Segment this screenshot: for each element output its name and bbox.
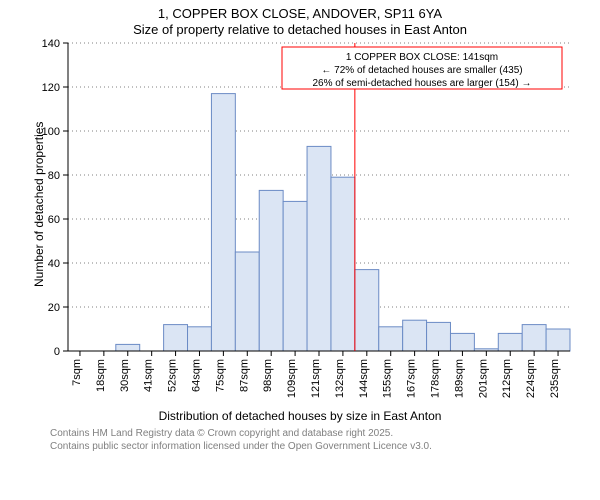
histogram-bar [522, 325, 546, 351]
histogram-chart: 0204060801001201407sqm18sqm30sqm41sqm52s… [20, 37, 580, 407]
histogram-bar [450, 334, 474, 352]
histogram-bar [331, 177, 355, 351]
x-axis-label: Distribution of detached houses by size … [0, 409, 600, 423]
footer-line-2: Contains public sector information licen… [50, 440, 590, 453]
histogram-bar [379, 327, 403, 351]
annotation-text: ← 72% of detached houses are smaller (43… [321, 65, 522, 76]
annotation-text: 26% of semi-detached houses are larger (… [312, 78, 531, 89]
histogram-bar [546, 329, 570, 351]
x-tick-label: 178sqm [430, 359, 442, 398]
x-tick-label: 167sqm [406, 359, 418, 398]
y-tick-label: 80 [48, 170, 60, 182]
histogram-bar [211, 94, 235, 351]
x-tick-label: 155sqm [382, 359, 394, 398]
histogram-bar [427, 323, 451, 352]
y-tick-label: 60 [48, 214, 60, 226]
x-tick-label: 132sqm [334, 359, 346, 398]
x-tick-label: 41sqm [143, 359, 155, 392]
x-tick-label: 121sqm [310, 359, 322, 398]
y-tick-label: 140 [42, 38, 60, 50]
x-tick-label: 64sqm [190, 359, 202, 392]
histogram-bar [307, 147, 331, 352]
histogram-bar [498, 334, 522, 352]
x-tick-label: 189sqm [453, 359, 465, 398]
x-tick-label: 30sqm [119, 359, 131, 392]
histogram-bar [355, 270, 379, 351]
x-tick-label: 7sqm [71, 359, 83, 386]
chart-area: Number of detached properties 0 20 40 60 80 1… [20, 37, 580, 407]
x-tick-label: 201sqm [477, 359, 489, 398]
footer-attribution: Contains HM Land Registry data © Crown c… [0, 423, 600, 453]
footer-line-1: Contains HM Land Registry data © Crown c… [50, 427, 590, 440]
y-axis-label: Number of detached properties [32, 122, 46, 287]
x-tick-label: 224sqm [525, 359, 537, 398]
chart-titles: 1, COPPER BOX CLOSE, ANDOVER, SP11 6YA S… [0, 0, 600, 37]
title-line-1: 1, COPPER BOX CLOSE, ANDOVER, SP11 6YA [0, 6, 600, 22]
histogram-bar [403, 320, 427, 351]
annotation-text: 1 COPPER BOX CLOSE: 141sqm [346, 52, 498, 63]
histogram-bar [235, 252, 259, 351]
x-tick-label: 235sqm [549, 359, 561, 398]
x-tick-label: 18sqm [95, 359, 107, 392]
y-tick-label: 120 [42, 82, 60, 94]
histogram-bar [116, 345, 140, 352]
x-tick-label: 52sqm [167, 359, 179, 392]
x-tick-label: 87sqm [238, 359, 250, 392]
x-tick-label: 98sqm [262, 359, 274, 392]
x-tick-label: 144sqm [358, 359, 370, 398]
y-tick-label: 0 [54, 346, 60, 358]
title-line-2: Size of property relative to detached ho… [0, 22, 600, 38]
x-tick-label: 75sqm [214, 359, 226, 392]
histogram-bar [283, 202, 307, 352]
y-tick-label: 40 [48, 258, 60, 270]
histogram-bar [188, 327, 212, 351]
histogram-bar [259, 191, 283, 352]
x-tick-label: 212sqm [501, 359, 513, 398]
y-tick-label: 20 [48, 302, 60, 314]
x-tick-label: 109sqm [286, 359, 298, 398]
histogram-bar [164, 325, 188, 351]
